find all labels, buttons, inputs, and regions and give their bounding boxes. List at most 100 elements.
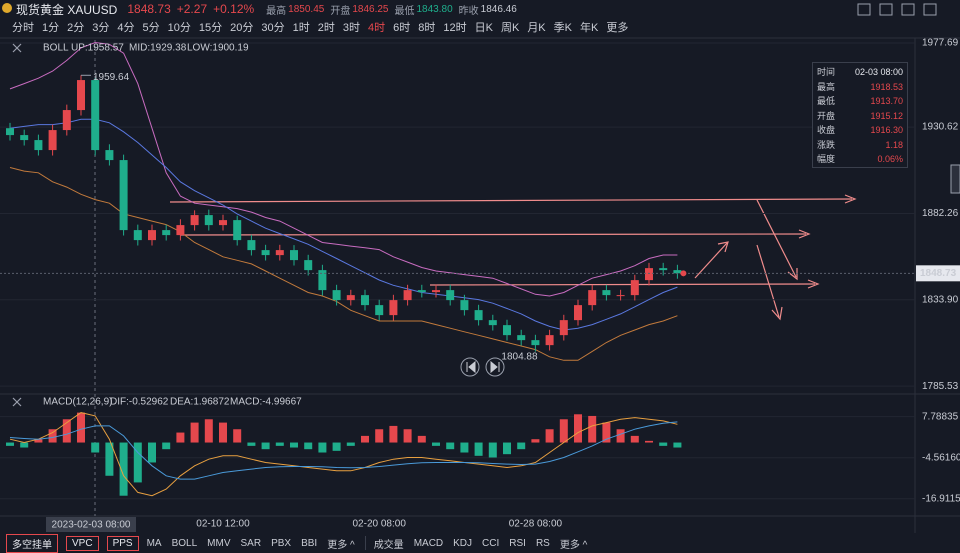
- candle-body: [602, 290, 611, 296]
- candle-body: [346, 295, 355, 301]
- candle-body: [105, 150, 114, 161]
- tooltip-label: 涨跌: [817, 139, 836, 150]
- y-tick-label: 1930.62: [922, 122, 959, 133]
- candle-body: [261, 250, 270, 256]
- last-price: 1848.73: [127, 2, 171, 16]
- icon-button[interactable]: [923, 3, 937, 16]
- macd-bar: [432, 442, 440, 446]
- macd-bar: [261, 442, 270, 450]
- interval-tab[interactable]: 周K: [500, 22, 520, 34]
- interval-tab[interactable]: 12时: [443, 22, 467, 34]
- indicator-tab[interactable]: MACD: [413, 537, 444, 549]
- prev-button[interactable]: [460, 357, 480, 377]
- candle-body: [332, 290, 341, 301]
- interval-tab[interactable]: 5分: [142, 22, 160, 34]
- candle-body: [176, 225, 185, 236]
- trend-line[interactable]: [169, 198, 853, 203]
- trend-line[interactable]: [756, 199, 797, 278]
- macd-bar: [20, 442, 29, 448]
- close-indicator[interactable]: [12, 43, 22, 407]
- crosshair-label: 2023-02-03 08:00: [52, 520, 131, 531]
- interval-tab[interactable]: 2分: [67, 22, 85, 34]
- icon-button[interactable]: [857, 3, 871, 16]
- interval-tab[interactable]: 4时: [368, 22, 386, 34]
- icon-button[interactable]: [879, 3, 893, 16]
- candle-body: [62, 110, 71, 131]
- price-change: +2.27: [176, 2, 208, 16]
- candle-body: [219, 220, 227, 226]
- interval-tab[interactable]: 10分: [167, 22, 191, 34]
- macd-bar: [190, 422, 199, 443]
- interval-tab[interactable]: 15分: [198, 22, 223, 34]
- interval-tab[interactable]: 6时: [393, 22, 411, 34]
- arrow-head: [798, 229, 811, 239]
- interval-tab[interactable]: 3时: [342, 22, 360, 34]
- indicator-tab[interactable]: MMV: [207, 537, 231, 549]
- candle-body: [559, 320, 568, 336]
- indicator-tab[interactable]: 更多 ^: [327, 539, 355, 551]
- trend-line[interactable]: [694, 242, 728, 279]
- macd-bar: [62, 419, 71, 443]
- interval-tab[interactable]: 4分: [117, 22, 135, 34]
- last-price-tag: [916, 265, 960, 282]
- interval-tab[interactable]: 30分: [261, 22, 285, 34]
- candle-body: [474, 310, 483, 321]
- indicator-tab[interactable]: MA: [146, 537, 162, 549]
- stat-label: 昨收: [458, 5, 479, 17]
- candle-body: [545, 335, 554, 346]
- indicator-tab[interactable]: RSI: [509, 537, 526, 549]
- indicator-tab[interactable]: CCI: [482, 537, 500, 549]
- legend-entry: MACD:-4.99667: [230, 397, 302, 408]
- macd-bar: [176, 432, 185, 443]
- indicator-tab[interactable]: BBI: [301, 537, 318, 549]
- interval-tab[interactable]: 1时: [292, 22, 310, 34]
- indicator-tab[interactable]: SAR: [240, 537, 262, 549]
- macd-bar: [290, 442, 298, 448]
- candle-body: [290, 250, 298, 261]
- indicator-tab[interactable]: BOLL: [171, 537, 198, 549]
- candle-body: [34, 140, 43, 151]
- interval-tab[interactable]: 月K: [527, 22, 546, 34]
- macd-bar: [645, 440, 653, 443]
- candle-body: [630, 280, 639, 296]
- interval-tab[interactable]: 8时: [418, 22, 436, 34]
- indicator-tab[interactable]: PBX: [271, 537, 292, 549]
- price-change-pct: +0.12%: [213, 2, 255, 16]
- macd-bar: [148, 442, 156, 463]
- indicator-tab[interactable]: RS: [535, 537, 550, 549]
- tooltip-value: 1915.12: [870, 110, 903, 121]
- toolbar-button[interactable]: VPC: [66, 535, 99, 551]
- macd-bar: [332, 442, 341, 451]
- interval-tab[interactable]: 1分: [42, 22, 60, 34]
- gold-icon: [2, 3, 12, 13]
- indicator-tab[interactable]: KDJ: [453, 537, 473, 549]
- toolbar-button[interactable]: 多空挂单: [6, 533, 58, 553]
- candle-body: [77, 80, 85, 111]
- interval-tab[interactable]: 分时: [12, 22, 34, 34]
- y-tick-label: -4.56160: [922, 452, 960, 463]
- icon-button[interactable]: [901, 3, 915, 16]
- toolbar-button[interactable]: PPS: [106, 535, 139, 551]
- candle-body: [91, 80, 100, 151]
- interval-tab[interactable]: 日K: [474, 22, 493, 34]
- interval-tab[interactable]: 季K: [553, 22, 572, 34]
- next-button[interactable]: [485, 357, 505, 377]
- stat-value: 1850.45: [288, 3, 325, 15]
- tooltip-row: 最高 1918.53: [817, 80, 903, 95]
- indicator-tab[interactable]: 成交量: [373, 539, 404, 551]
- interval-tab[interactable]: 20分: [230, 22, 254, 34]
- interval-tab[interactable]: 更多: [606, 22, 629, 34]
- tooltip-value: 1918.53: [870, 81, 903, 92]
- trend-line[interactable]: [756, 244, 780, 318]
- interval-tab[interactable]: 年K: [580, 22, 599, 34]
- interval-tab[interactable]: 3分: [92, 22, 110, 34]
- macd-bar: [659, 442, 668, 446]
- trend-line[interactable]: [429, 283, 816, 286]
- interval-tab[interactable]: 2时: [317, 22, 335, 34]
- indicator-tab[interactable]: 更多 ^: [559, 539, 588, 551]
- side-toggle[interactable]: [950, 164, 960, 194]
- macd-bar: [34, 439, 43, 443]
- macd-bar: [77, 412, 85, 443]
- macd-bar: [6, 442, 14, 446]
